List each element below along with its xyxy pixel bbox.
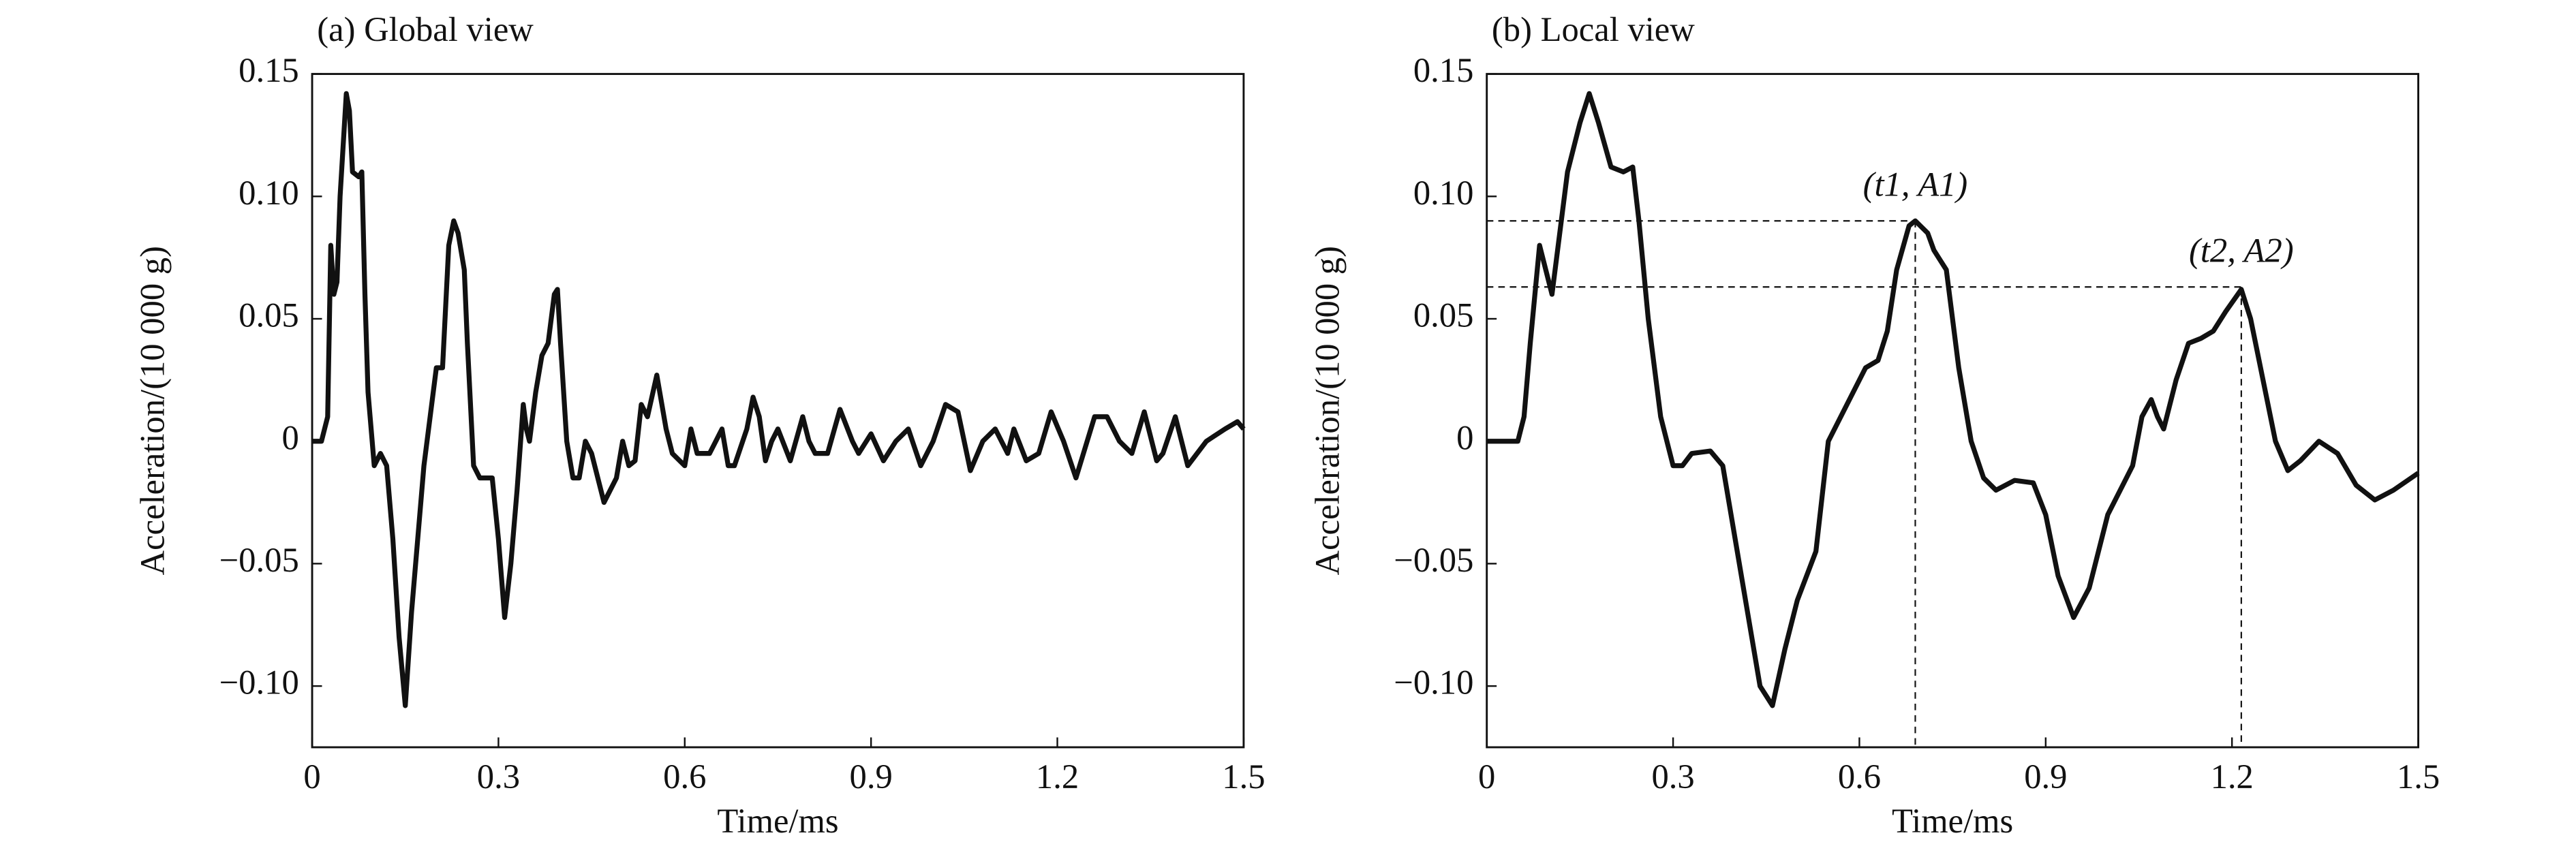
x-tick-label: 0.9	[850, 758, 893, 796]
x-tick-label: 1.2	[1036, 758, 1079, 796]
y-tick-label: 0.15	[1413, 51, 1474, 89]
x-axis-label: Time/ms	[1892, 802, 2013, 840]
x-tick-label: 0	[1478, 758, 1495, 796]
y-axis-label: Acceleration/(10 000 g)	[1308, 246, 1346, 575]
y-tick-label: −0.05	[1394, 541, 1473, 579]
x-tick-label: 0.6	[1838, 758, 1881, 796]
y-tick-label: −0.10	[219, 663, 299, 702]
annotation-label: (t1, A1)	[1863, 166, 1968, 204]
panel-title: (b) Local view	[1492, 10, 1695, 48]
y-tick-label: 0	[281, 418, 298, 456]
y-tick-label: 0.10	[1413, 174, 1474, 212]
signal-line	[1486, 91, 2420, 708]
plot-frame	[311, 73, 1245, 749]
y-axis-label: Acceleration/(10 000 g)	[134, 246, 172, 575]
y-tick-label: −0.05	[219, 541, 299, 579]
x-tick-label: 0.3	[477, 758, 520, 796]
y-tick-label: 0.05	[239, 296, 299, 334]
plot-frame	[1486, 73, 2420, 749]
y-tick-label: 0.05	[1413, 296, 1474, 334]
x-tick-label: 0	[303, 758, 320, 796]
panel-title: (a) Global view	[317, 10, 534, 48]
y-tick-label: 0.10	[239, 174, 299, 212]
annotation-label: (t2, A2)	[2189, 232, 2294, 270]
signal-line	[312, 91, 1246, 708]
x-tick-label: 0.3	[1651, 758, 1694, 796]
x-tick-label: 1.5	[2397, 758, 2440, 796]
x-tick-label: 0.6	[663, 758, 706, 796]
x-tick-label: 1.2	[2211, 758, 2254, 796]
x-tick-label: 1.5	[1222, 758, 1265, 796]
y-tick-label: 0.15	[239, 51, 299, 89]
x-axis-label: Time/ms	[717, 802, 838, 840]
x-tick-label: 0.9	[2024, 758, 2067, 796]
y-tick-label: 0	[1456, 418, 1473, 456]
y-tick-label: −0.10	[1394, 663, 1473, 702]
